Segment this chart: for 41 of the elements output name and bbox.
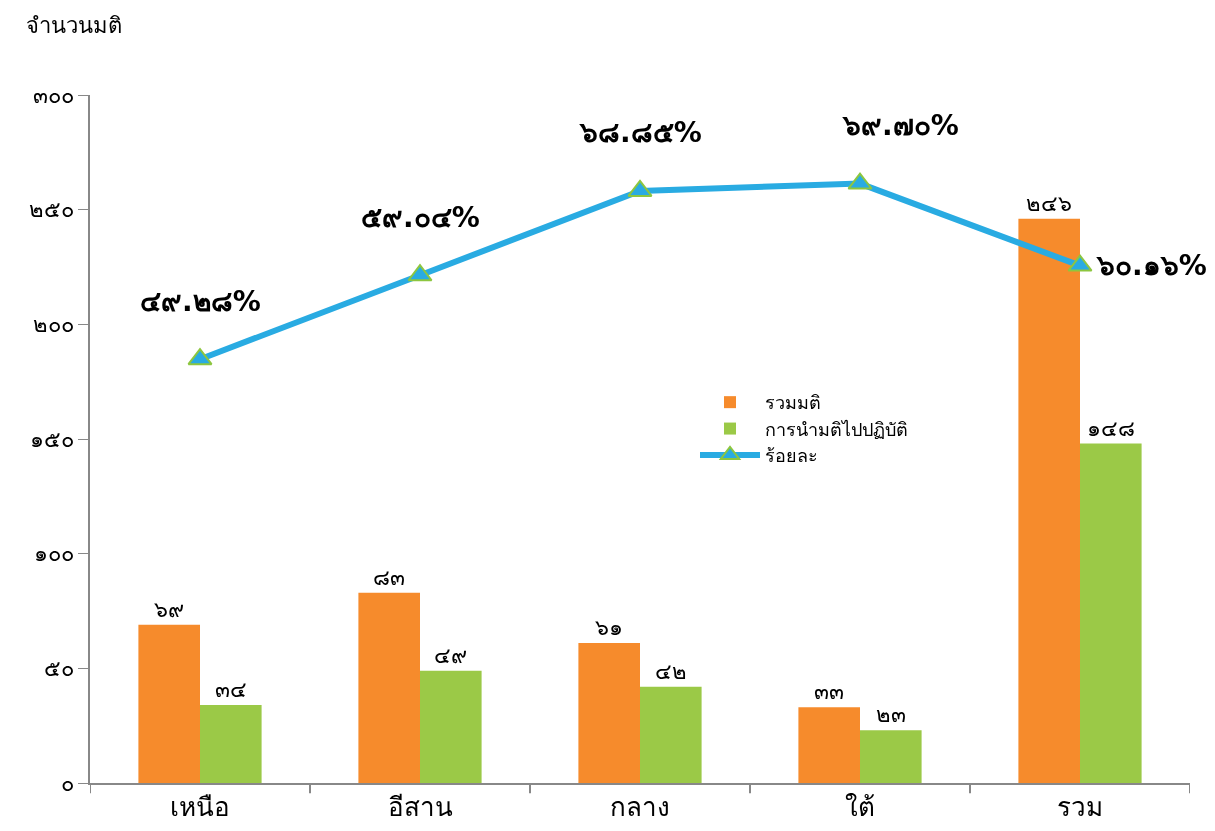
x-tick-label: กลาง bbox=[610, 792, 670, 823]
x-tick-label: รวม bbox=[1057, 792, 1103, 823]
y-tick-label: ๕๐ bbox=[43, 656, 74, 682]
x-tick-label: เหนือ bbox=[170, 792, 230, 823]
data-label: ๓๔ bbox=[214, 677, 247, 703]
data-label: ๒๔๖ bbox=[1026, 190, 1073, 216]
data-label: ๖๙.๗๐% bbox=[842, 109, 959, 142]
bar bbox=[138, 624, 200, 783]
data-label: ๘๓ bbox=[373, 564, 406, 590]
data-label: ๔๙.๒๘% bbox=[140, 285, 261, 318]
x-tick-label: ใต้ bbox=[845, 792, 875, 823]
bar bbox=[798, 707, 860, 783]
bar bbox=[358, 592, 420, 783]
y-tick-label: ๒๕๐ bbox=[28, 197, 74, 223]
y-tick-label: ๐ bbox=[60, 770, 74, 796]
bar bbox=[860, 730, 922, 783]
data-label: ๑๔๘ bbox=[1086, 415, 1135, 441]
data-label: ๖๐.๑๖% bbox=[1096, 249, 1207, 282]
data-label: ๔๒ bbox=[654, 658, 687, 684]
y-tick-label: ๓๐๐ bbox=[32, 82, 74, 108]
data-label: ๕๙.๐๔% bbox=[361, 201, 480, 234]
bar bbox=[1018, 218, 1080, 783]
data-label: ๔๙ bbox=[434, 642, 468, 668]
y-axis-title: จำนวนมติ bbox=[26, 13, 122, 38]
bar bbox=[578, 643, 640, 783]
data-label: ๓๓ bbox=[814, 679, 845, 705]
bar bbox=[200, 705, 262, 783]
x-tick-label: อีสาน bbox=[387, 792, 453, 823]
y-tick-label: ๑๐๐ bbox=[33, 541, 74, 567]
legend-label: รวมมติ bbox=[765, 392, 821, 414]
legend-label: การนำมติไปปฏิบัติ bbox=[765, 418, 908, 440]
y-tick-label: ๒๐๐ bbox=[32, 312, 74, 338]
data-label: ๖๑ bbox=[595, 615, 624, 641]
bar bbox=[640, 686, 702, 783]
bar bbox=[420, 670, 482, 783]
legend-label: ร้อยละ bbox=[765, 444, 818, 466]
bar bbox=[1080, 443, 1142, 783]
data-label: ๖๘.๘๕% bbox=[579, 116, 702, 149]
data-label: ๒๓ bbox=[875, 702, 906, 728]
y-tick-label: ๑๕๐ bbox=[29, 426, 74, 452]
data-label: ๖๙ bbox=[154, 596, 185, 622]
